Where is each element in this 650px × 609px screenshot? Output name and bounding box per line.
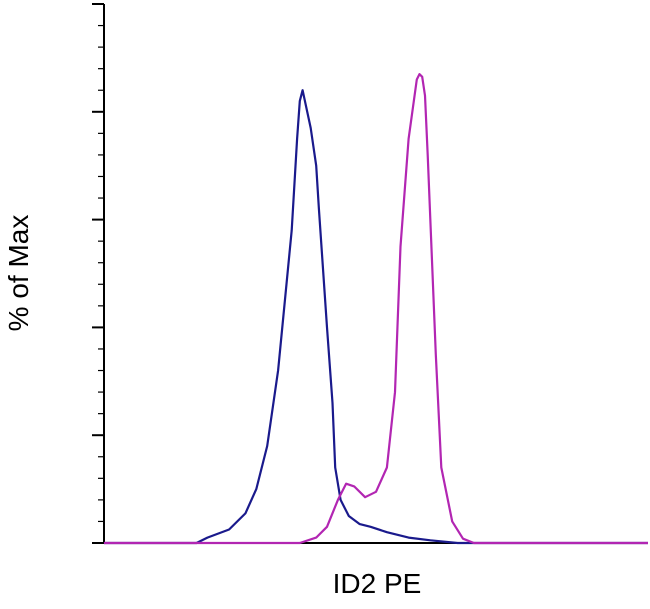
- y-axis-label: % of Max: [3, 215, 34, 332]
- axes: [92, 3, 648, 544]
- series-line-1: [104, 89, 648, 545]
- x-axis-label: ID2 PE: [333, 568, 422, 599]
- series-line-2: [104, 72, 648, 545]
- series-layer: [104, 72, 648, 545]
